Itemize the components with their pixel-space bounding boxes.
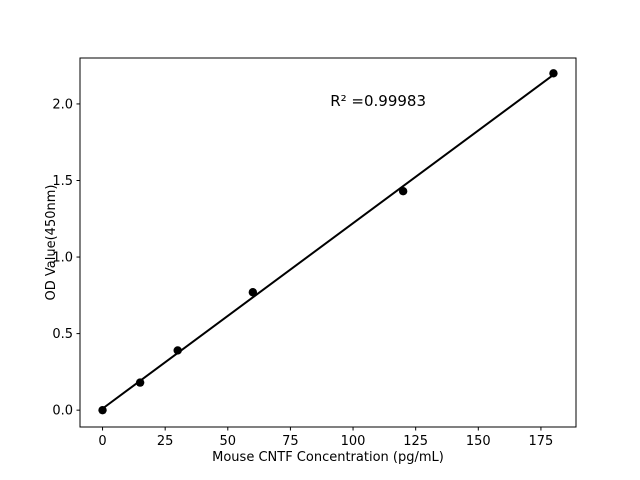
x-tick-label: 175 [529,434,554,449]
x-tick-label: 150 [466,434,491,449]
data-point [173,346,182,355]
x-tick-label: 75 [282,434,299,449]
x-tick-label: 50 [220,434,237,449]
x-tick-label: 0 [98,434,106,449]
data-point [549,69,558,78]
plot-border [79,57,577,428]
x-tick-label: 125 [403,434,428,449]
y-tick-label: 0.5 [52,327,73,342]
y-tick-label: 1.5 [52,174,73,189]
data-point [135,378,145,387]
data-point [398,187,408,196]
x-tick-label: 25 [157,434,174,449]
r-squared-annotation: R² =0.99983 [330,92,426,110]
y-tick-label: 1.0 [52,251,73,266]
x-axis-label: Mouse CNTF Concentration (pg/mL) [212,450,444,465]
x-tick-label: 100 [341,434,366,449]
data-point [248,288,258,297]
y-tick-label: 2.0 [52,97,73,112]
y-axis-label: OD Value(450nm) [44,185,59,301]
y-tick-label: 0.0 [52,404,73,419]
data-point [98,405,107,415]
